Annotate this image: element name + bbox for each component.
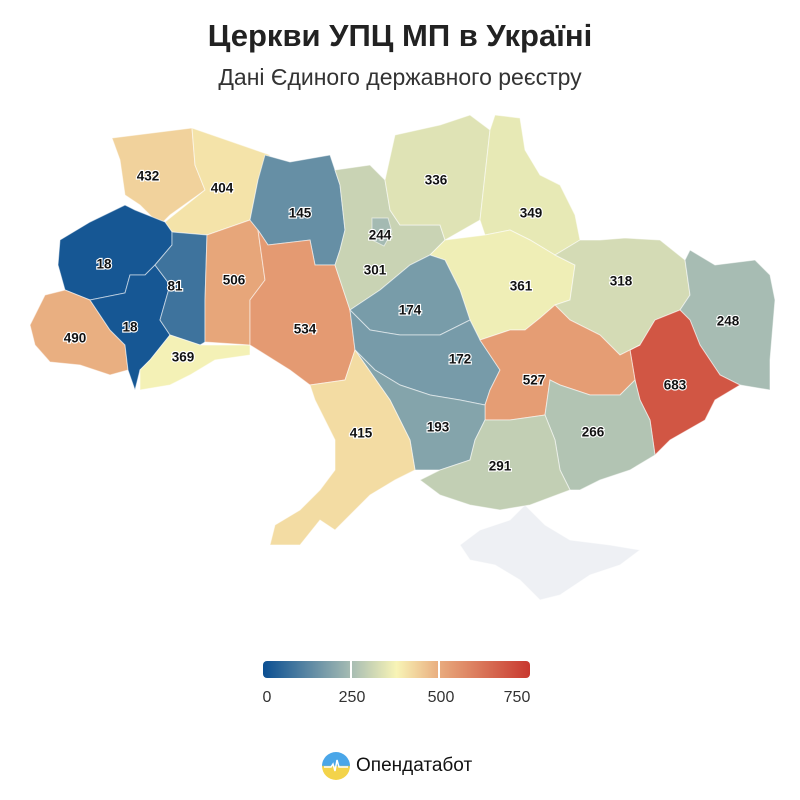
label-khmelnytskyi: 506 bbox=[223, 273, 246, 288]
label-ternopil: 81 bbox=[167, 279, 183, 294]
label-rivne: 404 bbox=[211, 181, 234, 196]
label-vinnytsia: 534 bbox=[294, 322, 317, 337]
region-crimea bbox=[459, 504, 642, 601]
label-kherson: 291 bbox=[489, 459, 512, 474]
label-chernivtsi: 369 bbox=[172, 350, 195, 365]
legend-divider bbox=[438, 661, 440, 678]
label-cherkasy: 174 bbox=[399, 303, 422, 318]
label-zakarpattia: 490 bbox=[64, 331, 87, 346]
region-chernivtsi[interactable] bbox=[139, 334, 251, 391]
region-kherson[interactable] bbox=[419, 414, 571, 511]
region-odesa[interactable] bbox=[269, 348, 416, 546]
label-kirovohrad: 172 bbox=[449, 352, 472, 367]
opendatabot-logo-icon bbox=[322, 752, 350, 780]
label-lviv: 18 bbox=[96, 257, 112, 272]
label-poltava: 361 bbox=[510, 279, 533, 294]
region-kyiv-city[interactable] bbox=[371, 217, 393, 247]
legend-tick: 500 bbox=[427, 689, 455, 706]
label-chernihiv: 336 bbox=[425, 173, 448, 188]
label-odesa: 415 bbox=[350, 426, 373, 441]
label-ivano-frankivsk: 18 bbox=[122, 320, 138, 335]
label-kharkiv: 318 bbox=[610, 274, 633, 289]
map-title: Церкви УПЦ МП в Україні bbox=[207, 18, 593, 53]
label-mykolaiv: 193 bbox=[427, 420, 450, 435]
brand-name: Опендатабот bbox=[356, 755, 473, 776]
label-zaporizhzhia: 266 bbox=[582, 425, 605, 440]
label-kyiv-city: 244 bbox=[369, 228, 392, 243]
legend-tick: 750 bbox=[503, 689, 531, 706]
label-zhytomyr: 145 bbox=[289, 206, 312, 221]
brand-logo: Опендатабот bbox=[322, 752, 472, 780]
color-scale-legend bbox=[263, 661, 530, 678]
legend-tick: 250 bbox=[338, 689, 366, 706]
label-sumy: 349 bbox=[520, 206, 543, 221]
label-donetsk: 683 bbox=[664, 378, 687, 393]
map-subtitle: Дані Єдиного державного реєстру bbox=[218, 64, 582, 90]
label-kyiv-oblast: 301 bbox=[364, 263, 387, 278]
label-dnipropetrovsk: 527 bbox=[523, 373, 546, 388]
legend-tick: 0 bbox=[262, 689, 272, 706]
label-volyn: 432 bbox=[137, 169, 160, 184]
legend-divider bbox=[350, 661, 352, 678]
label-luhansk: 248 bbox=[717, 314, 740, 329]
ukraine-choropleth-map: 432 404 18 18 490 81 369 506 145 534 301… bbox=[29, 114, 776, 601]
